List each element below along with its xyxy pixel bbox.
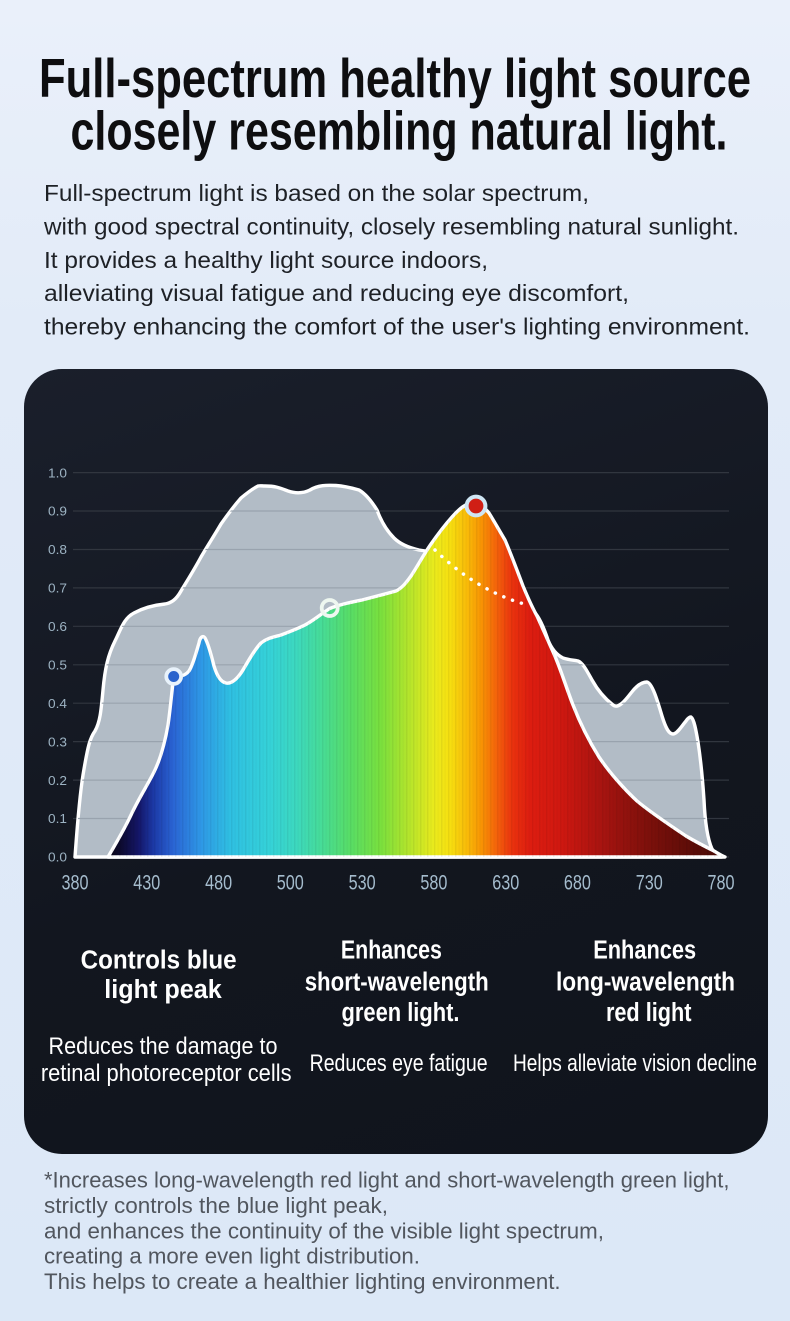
svg-text:0.7: 0.7: [48, 581, 67, 596]
svg-text:430: 430: [133, 871, 160, 895]
svg-text:retinal photoreceptor cells: retinal photoreceptor cells: [41, 1060, 292, 1087]
svg-text:730: 730: [636, 871, 663, 895]
svg-text:Helps alleviate vision decline: Helps alleviate vision decline: [513, 1050, 757, 1077]
svg-text:This helps to create a healthi: This helps to create a healthier lightin…: [44, 1269, 561, 1294]
svg-text:530: 530: [349, 871, 376, 895]
svg-text:0.6: 0.6: [48, 619, 67, 634]
svg-text:780: 780: [708, 871, 735, 895]
svg-text:Controls blue: Controls blue: [81, 947, 237, 975]
svg-text:Enhances: Enhances: [341, 936, 442, 964]
svg-text:thereby enhancing the comfort: thereby enhancing the comfort of the use…: [44, 313, 750, 339]
svg-text:0.9: 0.9: [48, 504, 67, 519]
svg-text:380: 380: [62, 871, 89, 895]
svg-text:closely resembling natural lig: closely resembling natural light.: [71, 100, 728, 162]
svg-text:0.4: 0.4: [48, 696, 67, 711]
svg-text:0.3: 0.3: [48, 734, 67, 749]
svg-text:strictly controls the blue lig: strictly controls the blue light peak,: [44, 1193, 388, 1218]
svg-text:480: 480: [205, 871, 232, 895]
svg-text:0.1: 0.1: [48, 811, 67, 826]
svg-text:It provides a healthy light so: It provides a healthy light source indoo…: [44, 247, 488, 273]
svg-text:0.8: 0.8: [48, 542, 67, 557]
svg-text:680: 680: [564, 871, 591, 895]
svg-text:1.0: 1.0: [48, 465, 67, 480]
svg-text:and enhances the continuity of: and enhances the continuity of the visib…: [44, 1218, 604, 1243]
svg-text:0.5: 0.5: [48, 658, 67, 673]
svg-text:with good spectral continuity,: with good spectral continuity, closely r…: [43, 214, 739, 240]
svg-text:Enhances: Enhances: [593, 936, 696, 964]
svg-text:Full-spectrum healthy light so: Full-spectrum healthy light source: [39, 47, 751, 109]
svg-text:long-wavelength: long-wavelength: [556, 969, 735, 997]
svg-text:short-wavelength: short-wavelength: [305, 969, 489, 997]
svg-text:green light.: green light.: [342, 999, 460, 1027]
svg-text:Reduces eye fatigue: Reduces eye fatigue: [310, 1050, 488, 1077]
svg-text:Reduces the damage to: Reduces the damage to: [49, 1033, 278, 1060]
svg-text:580: 580: [420, 871, 447, 895]
svg-text:creating a more even light dis: creating a more even light distribution.: [44, 1244, 420, 1269]
svg-text:0.2: 0.2: [48, 773, 67, 788]
svg-text:Full-spectrum light is based o: Full-spectrum light is based on the sola…: [44, 180, 589, 206]
svg-text:alleviating visual fatigue and: alleviating visual fatigue and reducing …: [44, 280, 629, 306]
svg-text:500: 500: [277, 871, 304, 895]
svg-text:red light: red light: [606, 999, 692, 1027]
svg-text:0.0: 0.0: [48, 850, 67, 865]
svg-text:*Increases long-wavelength red: *Increases long-wavelength red light and…: [44, 1168, 730, 1193]
svg-text:630: 630: [492, 871, 519, 895]
svg-text:light peak: light peak: [104, 976, 222, 1004]
